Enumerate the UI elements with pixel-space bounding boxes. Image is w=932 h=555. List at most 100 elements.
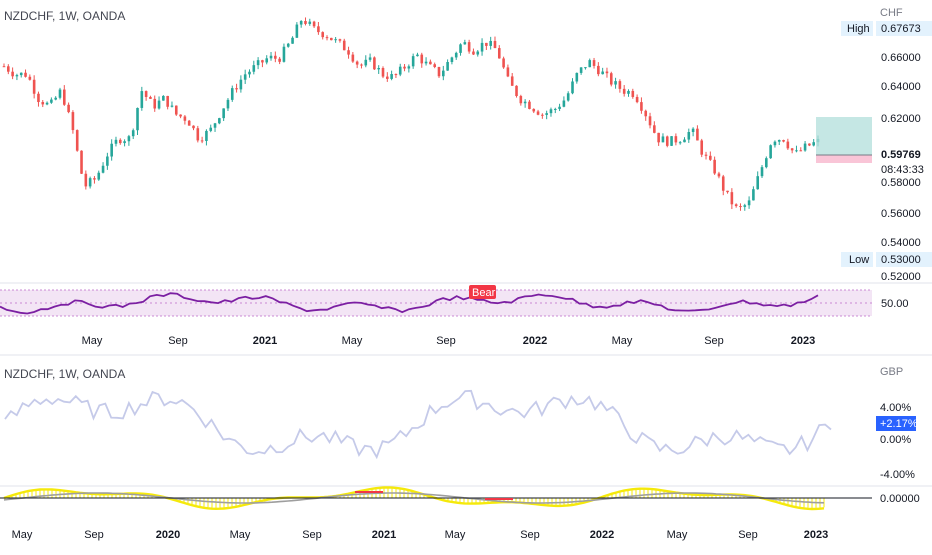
candle-body [226,99,230,109]
candle-body [683,139,686,143]
macd-marker-red [485,498,513,500]
time-label: Sep [302,529,322,541]
candle-body [312,21,316,27]
candle-body [420,54,424,64]
time-label: May [230,529,251,541]
candle-body [101,165,105,173]
bottom-time-axis[interactable]: May Sep 2020 May Sep 2021 May Sep 2022 May Sep 2023 [12,529,829,541]
candle-body [239,79,243,90]
candle-body [653,125,656,133]
candle-body [205,130,208,141]
last-change-value: +2.17% [880,418,918,430]
candle-body [299,21,303,25]
candle-body [588,60,592,68]
price-tick: 0.62000 [881,113,921,125]
candle-body [648,116,652,126]
candle-body [489,40,492,46]
candle-body [118,139,122,144]
macd-marker-red [355,491,383,493]
time-label: 2021 [372,529,396,541]
candle-body [575,72,579,82]
time-label: 2022 [590,529,614,541]
candle-body [743,205,747,207]
price-tick: 0.52000 [881,271,921,283]
candle-body [407,66,411,69]
position-loss-zone[interactable] [816,155,872,163]
candle-body [696,128,699,141]
candle-body [84,173,88,187]
candle-body [597,65,600,75]
candle-body [752,189,755,201]
candle-body [687,132,691,140]
candle-body [446,62,449,71]
candle-body [174,105,178,115]
price-tick: 0.56000 [881,208,921,220]
candle-body [183,116,187,121]
candle-body [502,58,505,68]
candle-body [411,56,415,67]
candle-body [592,60,596,66]
candle-body [442,70,445,77]
candle-body [765,158,768,168]
top-price-pane[interactable]: NZDCHF, 1W, OANDA CHF High 0.67673 0.660… [2,7,932,283]
candle-body [274,55,277,59]
candle-body [286,43,290,47]
candle-body [739,206,742,208]
candle-body [454,52,458,58]
low-tag-bg [841,252,873,267]
candle-body [187,120,191,126]
candle-body [149,96,152,99]
candle-body [97,172,101,180]
time-label: 2021 [253,335,277,347]
candle-body [32,79,36,94]
candle-body [657,132,660,143]
candle-body [15,75,19,77]
price-tick: 0.58000 [881,177,921,189]
candle-body [773,141,777,146]
candle-body [519,96,523,104]
candle-body [566,93,570,101]
price-axis[interactable]: CHF High 0.67673 0.66000 0.64000 0.62000… [841,7,932,283]
candle-body [209,127,213,131]
candle-body [803,143,807,151]
candle-body [476,51,480,55]
candle-body [528,101,531,109]
currency-label-chf: CHF [880,7,903,19]
candle-body [631,90,635,97]
candle-body [248,71,251,75]
candle-body [416,54,419,57]
candle-body [140,91,144,108]
candle-body [709,155,712,160]
bottom-compare-pane[interactable]: NZDCHF, 1W, OANDA GBP 4.00% +2.17% 0.00%… [4,366,918,481]
candle-body [252,65,256,72]
candle-body [795,150,798,152]
rsi-pane[interactable]: Bear 50.00 [0,285,909,317]
candle-body [734,204,738,207]
candle-body [261,60,264,63]
candle-body [19,72,23,76]
candle-body [308,21,312,24]
pct-tick: 0.00% [880,434,911,446]
candle-body [463,42,467,45]
position-profit-zone[interactable] [816,117,872,155]
candle-body [196,128,200,141]
candle-body [282,46,286,62]
percent-change-line [4,389,832,460]
high-value: 0.67673 [881,23,921,35]
candle-body [192,125,195,129]
candle-body [170,105,174,107]
top-time-axis[interactable]: May Sep 2021 May Sep 2022 May Sep 2023 [82,335,816,347]
candle-body [131,130,135,137]
candle-body [338,39,342,41]
candle-body [75,130,79,151]
candle-body [88,178,92,187]
candle-body [166,95,169,107]
candle-body [403,66,406,69]
candle-body [256,60,260,66]
macd-pane[interactable]: 0.00000 [0,485,932,511]
time-label: Sep [436,335,456,347]
position-tool[interactable] [816,117,872,163]
candle-body [640,102,643,111]
candle-body [295,24,299,38]
